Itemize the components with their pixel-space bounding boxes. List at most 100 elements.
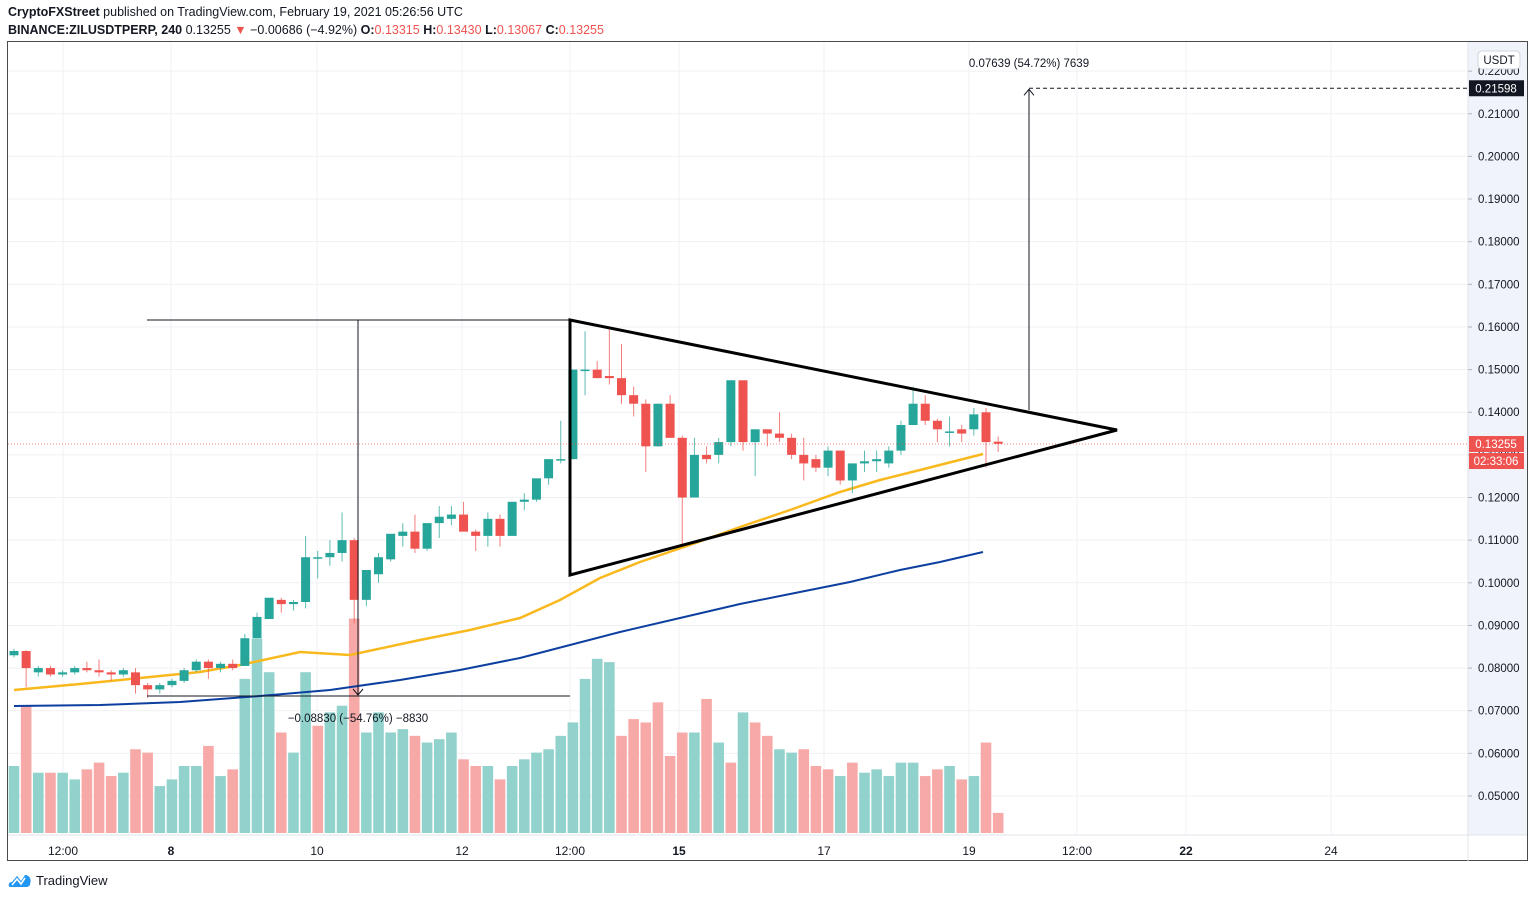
candle[interactable] xyxy=(361,570,371,607)
flagpole-measure[interactable] xyxy=(147,319,570,697)
candle[interactable] xyxy=(665,395,675,438)
candle[interactable] xyxy=(544,459,554,485)
candle[interactable] xyxy=(531,478,541,502)
volume-bar xyxy=(57,772,68,833)
candle[interactable] xyxy=(446,506,456,526)
candle[interactable] xyxy=(301,535,311,609)
candle[interactable] xyxy=(617,344,626,404)
candle[interactable] xyxy=(386,533,396,562)
candle[interactable] xyxy=(738,380,748,451)
grid-lines xyxy=(8,42,1468,835)
candle[interactable] xyxy=(45,665,55,677)
candle[interactable] xyxy=(483,512,493,547)
candle[interactable] xyxy=(82,661,92,673)
candle[interactable] xyxy=(422,523,432,551)
candle[interactable] xyxy=(459,501,469,532)
candle-body xyxy=(337,540,347,553)
candle[interactable] xyxy=(264,597,274,620)
candle[interactable] xyxy=(434,506,444,539)
candle[interactable] xyxy=(252,612,262,639)
candle[interactable] xyxy=(131,668,140,694)
candle[interactable] xyxy=(872,450,882,472)
candle-body xyxy=(823,450,833,468)
candle[interactable] xyxy=(21,650,31,688)
candle[interactable] xyxy=(726,380,736,447)
candle[interactable] xyxy=(653,403,663,447)
candle[interactable] xyxy=(106,670,116,681)
candle[interactable] xyxy=(58,670,68,677)
candle[interactable] xyxy=(556,420,566,464)
candle[interactable] xyxy=(179,668,189,684)
candle[interactable] xyxy=(495,514,505,547)
candle[interactable] xyxy=(702,446,712,464)
candle[interactable] xyxy=(191,659,201,673)
candle[interactable] xyxy=(410,514,420,553)
candle[interactable] xyxy=(143,683,153,698)
candle[interactable] xyxy=(847,463,857,494)
currency-label[interactable]: USDT xyxy=(1483,55,1514,67)
down-arrow-icon: ▼ xyxy=(234,23,247,37)
candle[interactable] xyxy=(969,407,979,436)
symmetrical-triangle[interactable] xyxy=(568,318,1118,577)
volume-bar xyxy=(786,752,797,833)
candle[interactable] xyxy=(641,399,651,472)
candle[interactable] xyxy=(932,418,942,443)
volume-bar xyxy=(263,672,275,833)
currency-button[interactable] xyxy=(1477,50,1521,70)
candle[interactable] xyxy=(155,683,165,694)
candle[interactable] xyxy=(349,538,359,624)
candle[interactable] xyxy=(823,446,833,477)
candle[interactable] xyxy=(337,512,347,562)
candle[interactable] xyxy=(787,433,797,460)
candle[interactable] xyxy=(774,412,784,443)
candle[interactable] xyxy=(835,450,845,485)
candle[interactable] xyxy=(981,407,991,468)
candle[interactable] xyxy=(507,501,517,536)
candle[interactable] xyxy=(228,659,238,671)
volume-bar xyxy=(519,759,530,833)
candle[interactable] xyxy=(714,437,724,464)
target-measure[interactable] xyxy=(1023,87,1468,410)
candle[interactable] xyxy=(908,386,918,426)
candle[interactable] xyxy=(167,678,177,688)
tradingview-brand[interactable]: TradingView xyxy=(36,872,108,888)
candle[interactable] xyxy=(288,599,298,611)
candle[interactable] xyxy=(519,493,529,511)
candle[interactable] xyxy=(920,395,930,426)
candle[interactable] xyxy=(313,550,323,579)
low-value: 0.13067 xyxy=(496,23,543,37)
candle[interactable] xyxy=(945,416,955,447)
candle[interactable] xyxy=(604,326,614,385)
author-name[interactable]: CryptoFXStreet xyxy=(8,5,100,19)
candle[interactable] xyxy=(799,437,809,481)
candle[interactable] xyxy=(580,331,590,396)
candle[interactable] xyxy=(896,420,906,455)
volume-bar xyxy=(713,742,724,833)
candle[interactable] xyxy=(374,552,383,583)
candle[interactable] xyxy=(811,454,821,472)
candle[interactable] xyxy=(957,425,967,443)
candle[interactable] xyxy=(118,668,128,677)
candle[interactable] xyxy=(592,361,602,379)
candle[interactable] xyxy=(9,648,19,658)
candle[interactable] xyxy=(94,659,104,677)
candle[interactable] xyxy=(677,435,687,547)
candle[interactable] xyxy=(70,665,80,675)
candle[interactable] xyxy=(750,429,760,477)
candle[interactable] xyxy=(33,665,43,677)
candle[interactable] xyxy=(203,659,213,679)
volume-bar xyxy=(8,766,20,833)
candle[interactable] xyxy=(629,386,639,417)
candle[interactable] xyxy=(216,661,226,673)
candle[interactable] xyxy=(471,529,481,551)
candle-body xyxy=(774,433,784,438)
candle[interactable] xyxy=(689,437,699,498)
candle[interactable] xyxy=(860,450,869,472)
candle-body xyxy=(422,523,432,549)
candle[interactable] xyxy=(240,633,250,666)
candle[interactable] xyxy=(398,523,408,547)
candle[interactable] xyxy=(884,446,894,468)
candle[interactable] xyxy=(325,540,335,566)
candle[interactable] xyxy=(276,597,286,613)
